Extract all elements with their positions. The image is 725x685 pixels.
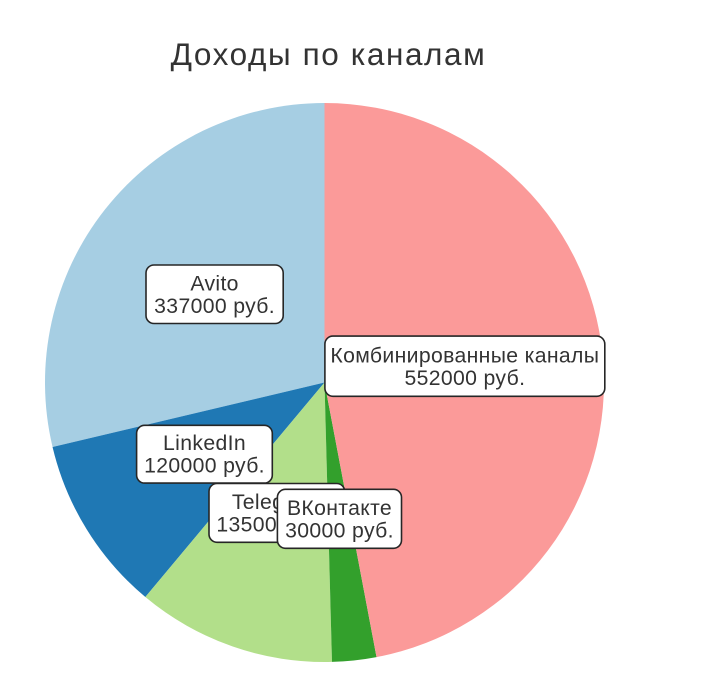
svg-text:LinkedIn: LinkedIn xyxy=(163,432,246,455)
svg-text:Комбинированные каналы: Комбинированные каналы xyxy=(330,345,599,368)
svg-text:552000 руб.: 552000 руб. xyxy=(404,367,525,390)
svg-text:Avito: Avito xyxy=(190,273,238,296)
svg-text:Доходы по каналам: Доходы по каналам xyxy=(171,36,487,72)
svg-text:ВКонтакте: ВКонтакте xyxy=(287,497,392,520)
svg-text:30000 руб.: 30000 руб. xyxy=(285,519,394,542)
svg-text:120000 руб.: 120000 руб. xyxy=(144,454,265,477)
svg-text:337000 руб.: 337000 руб. xyxy=(154,295,275,318)
